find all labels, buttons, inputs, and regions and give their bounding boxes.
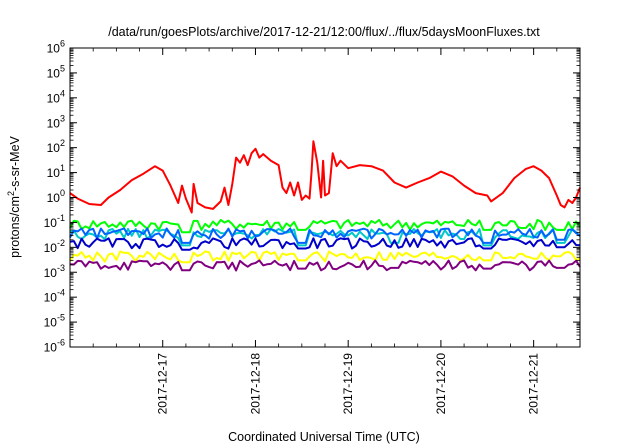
x-tick-label: 2017-12-21 <box>527 353 541 415</box>
series-line <box>69 227 581 244</box>
y-tick-label: 103 <box>47 113 65 130</box>
y-tick-label: 105 <box>47 63 65 80</box>
y-axis-label: protons/cm2-s-sr-MeV <box>6 135 22 257</box>
series-line <box>69 250 581 264</box>
y-tick-label: 10-5 <box>44 313 65 330</box>
y-axis: 10-6 10-5 10-4 10-3 10-2 10-1 100 101 102 103 104 1… <box>44 39 580 355</box>
series-line <box>69 218 581 234</box>
x-tick-label: 2017-12-20 <box>434 353 448 415</box>
x-axis-label: Coordinated Universal Time (UTC) <box>228 430 420 444</box>
y-tick-label: 106 <box>47 39 65 56</box>
series-line <box>69 237 581 251</box>
series-layer <box>69 140 581 272</box>
y-tick-label: 104 <box>47 88 65 105</box>
y-tick-label: 102 <box>47 138 65 155</box>
y-tick-label: 101 <box>47 163 65 180</box>
x-tick-label: 2017-12-17 <box>156 353 170 415</box>
series-line <box>69 140 581 214</box>
y-tick-label: 10-2 <box>44 238 65 255</box>
x-axis: 2017-12-17 2017-12-18 2017-12-19 2017-12-20… <box>92 48 558 415</box>
chart-title: /data/run/goesPlots/archive/2017-12-21/1… <box>108 25 540 39</box>
y-tick-label: 10-3 <box>44 263 65 280</box>
series-line <box>69 259 581 272</box>
x-tick-label: 2017-12-18 <box>248 353 262 415</box>
y-tick-label: 10-4 <box>44 288 65 305</box>
y-tick-label: 10-1 <box>44 213 65 230</box>
plot-frame <box>69 47 581 348</box>
y-tick-label: 100 <box>47 188 65 205</box>
x-tick-label: 2017-12-19 <box>341 353 355 415</box>
y-tick-label: 10-6 <box>44 338 65 355</box>
